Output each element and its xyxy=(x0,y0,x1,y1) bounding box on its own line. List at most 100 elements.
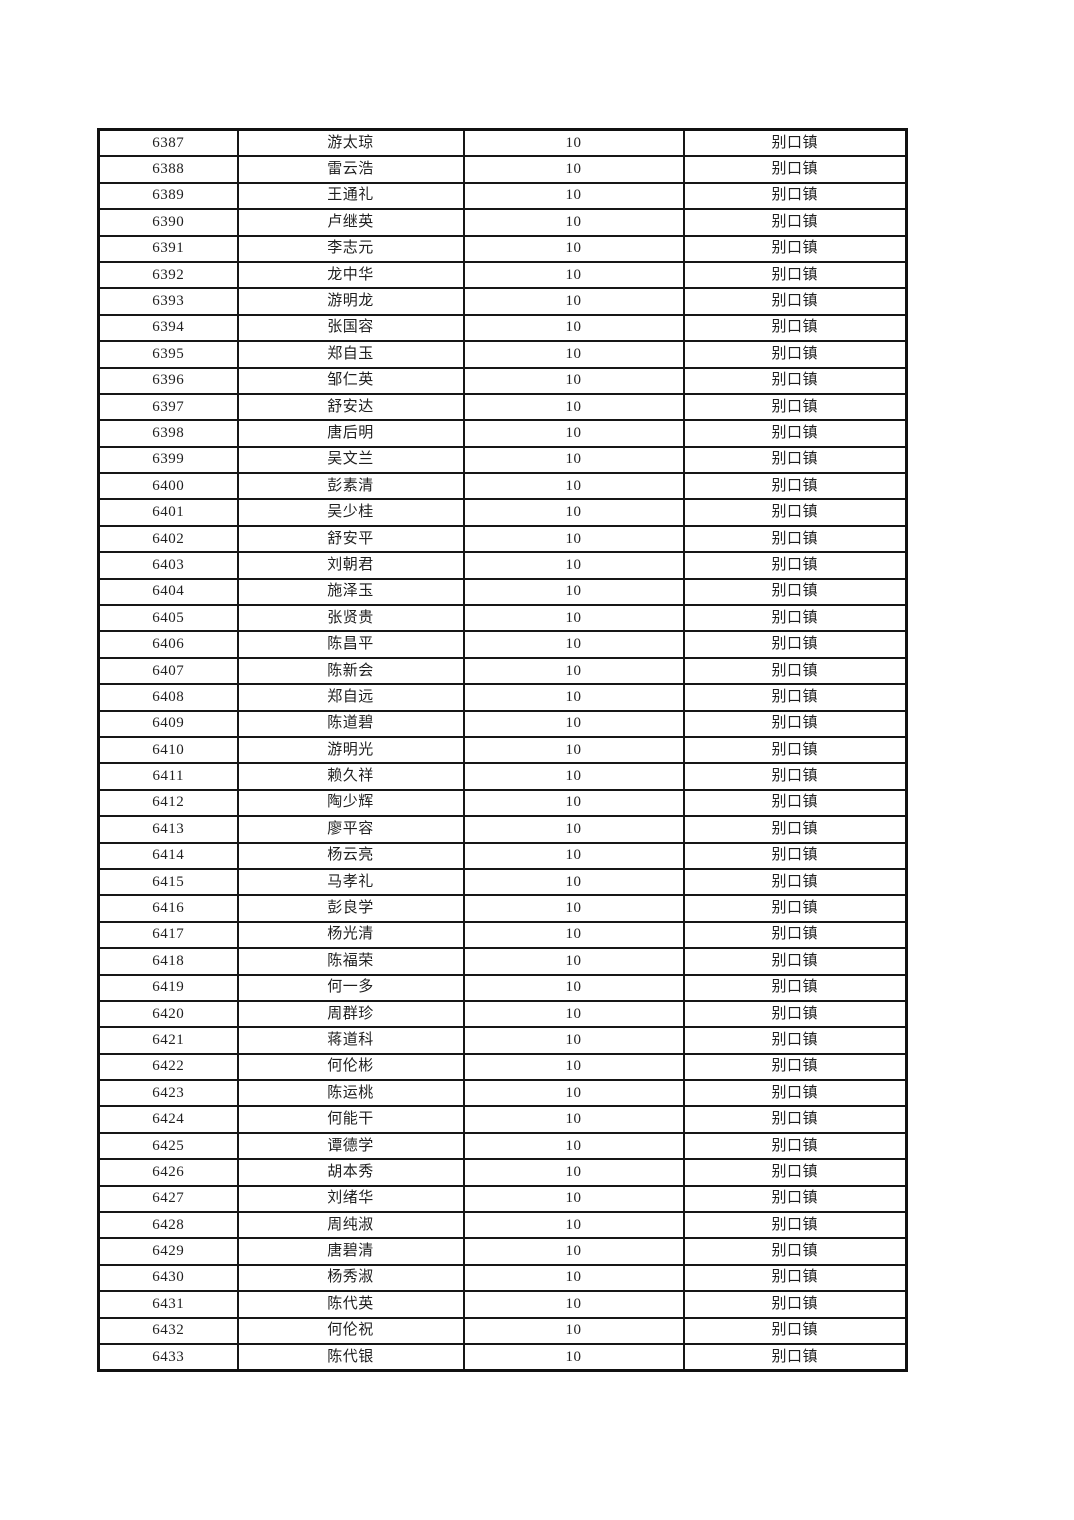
row-town-cell: 别口镇 xyxy=(682,392,908,422)
row-id-cell: 6411 xyxy=(97,762,239,791)
row-name-cell: 张贤贵 xyxy=(236,604,465,633)
table-row: 6417 杨光清 10 别口镇 xyxy=(97,920,908,950)
row-name-cell: 游明光 xyxy=(236,735,465,765)
row-value-cell: 10 xyxy=(462,920,685,950)
row-name-cell: 陈福荣 xyxy=(236,947,465,976)
row-id-cell: 6413 xyxy=(97,815,239,844)
table-row: 6418 陈福荣 10 别口镇 xyxy=(97,947,908,976)
row-id-cell: 6390 xyxy=(97,208,239,237)
table-row: 6414 杨云亮 10 别口镇 xyxy=(97,841,908,870)
roster-table: 6387 游太琼 10 别口镇 6388 雷云浩 10 别口镇 6389 王通礼… xyxy=(97,128,908,1373)
row-id-cell: 6403 xyxy=(97,551,239,580)
row-name-cell: 何伦祝 xyxy=(236,1316,465,1345)
row-town-cell: 别口镇 xyxy=(682,604,908,633)
row-id-cell: 6429 xyxy=(97,1237,239,1266)
row-name-cell: 舒安达 xyxy=(236,392,465,422)
row-value-cell: 10 xyxy=(462,1184,685,1214)
row-name-cell: 陶少辉 xyxy=(236,788,465,818)
row-id-cell: 6430 xyxy=(97,1263,239,1293)
row-id-cell: 6397 xyxy=(97,392,239,422)
table-row: 6408 郑自远 10 别口镇 xyxy=(97,683,908,712)
row-id-cell: 6404 xyxy=(97,577,239,607)
table-row: 6411 赖久祥 10 别口镇 xyxy=(97,762,908,791)
row-value-cell: 10 xyxy=(462,1026,685,1055)
row-town-cell: 别口镇 xyxy=(682,340,908,369)
row-name-cell: 卢继英 xyxy=(236,208,465,237)
row-value-cell: 10 xyxy=(462,1316,685,1345)
row-town-cell: 别口镇 xyxy=(682,947,908,976)
row-value-cell: 10 xyxy=(462,1052,685,1082)
row-id-cell: 6412 xyxy=(97,788,239,818)
row-id-cell: 6389 xyxy=(97,181,239,211)
row-value-cell: 10 xyxy=(462,208,685,237)
table-row: 6413 廖平容 10 别口镇 xyxy=(97,815,908,844)
row-id-cell: 6421 xyxy=(97,1026,239,1055)
row-town-cell: 别口镇 xyxy=(682,287,908,316)
row-town-cell: 别口镇 xyxy=(682,1316,908,1345)
table-row: 6394 张国容 10 别口镇 xyxy=(97,313,908,343)
table-row: 6412 陶少辉 10 别口镇 xyxy=(97,788,908,818)
row-id-cell: 6393 xyxy=(97,287,239,316)
row-town-cell: 别口镇 xyxy=(682,208,908,237)
row-name-cell: 陈运桃 xyxy=(236,1079,465,1108)
row-town-cell: 别口镇 xyxy=(682,762,908,791)
row-name-cell: 刘绪华 xyxy=(236,1184,465,1214)
row-town-cell: 别口镇 xyxy=(682,551,908,580)
row-id-cell: 6394 xyxy=(97,313,239,343)
row-value-cell: 10 xyxy=(462,999,685,1029)
row-id-cell: 6420 xyxy=(97,999,239,1029)
row-town-cell: 别口镇 xyxy=(682,1263,908,1293)
row-value-cell: 10 xyxy=(462,234,685,263)
row-value-cell: 10 xyxy=(462,340,685,369)
row-id-cell: 6399 xyxy=(97,445,239,475)
row-value-cell: 10 xyxy=(462,709,685,738)
table-row: 6392 龙中华 10 别口镇 xyxy=(97,260,908,290)
row-id-cell: 6427 xyxy=(97,1184,239,1214)
row-town-cell: 别口镇 xyxy=(682,128,908,158)
row-name-cell: 陈道碧 xyxy=(236,709,465,738)
row-name-cell: 吴少桂 xyxy=(236,498,465,527)
row-town-cell: 别口镇 xyxy=(682,234,908,263)
row-id-cell: 6410 xyxy=(97,735,239,765)
row-town-cell: 别口镇 xyxy=(682,999,908,1029)
row-value-cell: 10 xyxy=(462,287,685,316)
row-id-cell: 6406 xyxy=(97,630,239,659)
row-name-cell: 龙中华 xyxy=(236,260,465,290)
row-id-cell: 6433 xyxy=(97,1342,239,1372)
row-id-cell: 6423 xyxy=(97,1079,239,1108)
row-value-cell: 10 xyxy=(462,656,685,686)
row-name-cell: 何伦彬 xyxy=(236,1052,465,1082)
row-town-cell: 别口镇 xyxy=(682,498,908,527)
table-row: 6407 陈新会 10 别口镇 xyxy=(97,656,908,686)
row-id-cell: 6416 xyxy=(97,894,239,923)
table-row: 6409 陈道碧 10 别口镇 xyxy=(97,709,908,738)
row-town-cell: 别口镇 xyxy=(682,1237,908,1266)
row-value-cell: 10 xyxy=(462,419,685,448)
row-town-cell: 别口镇 xyxy=(682,445,908,475)
row-id-cell: 6419 xyxy=(97,973,239,1002)
row-id-cell: 6395 xyxy=(97,340,239,369)
row-town-cell: 别口镇 xyxy=(682,894,908,923)
table-row: 6426 胡本秀 10 别口镇 xyxy=(97,1158,908,1187)
row-name-cell: 李志元 xyxy=(236,234,465,263)
row-value-cell: 10 xyxy=(462,392,685,422)
table-row: 6430 杨秀淑 10 别口镇 xyxy=(97,1263,908,1293)
row-value-cell: 10 xyxy=(462,577,685,607)
row-name-cell: 唐碧清 xyxy=(236,1237,465,1266)
row-town-cell: 别口镇 xyxy=(682,1158,908,1187)
row-id-cell: 6401 xyxy=(97,498,239,527)
row-town-cell: 别口镇 xyxy=(682,920,908,950)
row-town-cell: 别口镇 xyxy=(682,788,908,818)
row-id-cell: 6414 xyxy=(97,841,239,870)
table-row: 6427 刘绪华 10 别口镇 xyxy=(97,1184,908,1214)
row-value-cell: 10 xyxy=(462,524,685,554)
row-town-cell: 别口镇 xyxy=(682,1079,908,1108)
table-row: 6402 舒安平 10 别口镇 xyxy=(97,524,908,554)
row-id-cell: 6431 xyxy=(97,1290,239,1319)
roster-table-body: 6387 游太琼 10 别口镇 6388 雷云浩 10 别口镇 6389 王通礼… xyxy=(97,128,908,1372)
table-row: 6399 吴文兰 10 别口镇 xyxy=(97,445,908,475)
row-town-cell: 别口镇 xyxy=(682,472,908,501)
row-name-cell: 彭良学 xyxy=(236,894,465,923)
table-row: 6421 蒋道科 10 别口镇 xyxy=(97,1026,908,1055)
table-row: 6431 陈代英 10 别口镇 xyxy=(97,1290,908,1319)
